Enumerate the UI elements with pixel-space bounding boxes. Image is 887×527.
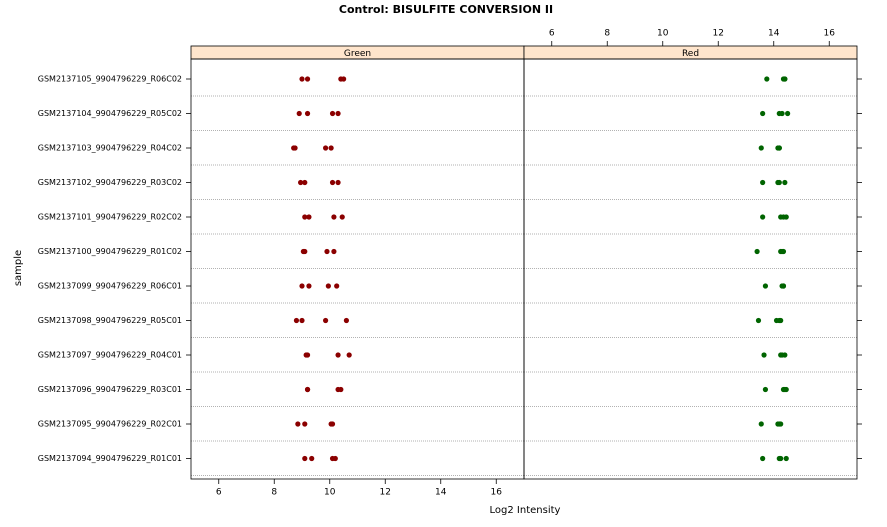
dot — [329, 110, 336, 117]
y-tick-label: GSM2137095_9904796229_R02C01 — [38, 420, 182, 429]
y-tick-label: GSM2137094_9904796229_R01C01 — [38, 454, 182, 463]
dot — [292, 145, 298, 151]
dot — [778, 455, 784, 462]
y-tick-label: GSM2137104_9904796229_R05C02 — [38, 109, 182, 118]
x-tick-label: 10 — [657, 29, 669, 39]
dot — [329, 179, 336, 186]
dot — [309, 455, 315, 462]
dot — [776, 145, 782, 151]
panel — [190, 58, 525, 480]
x-tick-label: 8 — [604, 29, 610, 39]
dot — [782, 76, 788, 82]
dot — [760, 214, 766, 220]
y-tick-label: GSM2137100_9904796229_R01C02 — [38, 247, 182, 256]
dot — [302, 179, 308, 186]
dot — [302, 455, 308, 462]
dot — [328, 145, 334, 151]
dot — [295, 421, 301, 427]
dot — [324, 248, 330, 255]
dot — [758, 145, 764, 151]
dot — [760, 179, 766, 186]
dot — [760, 110, 766, 117]
dot — [782, 352, 788, 358]
dot — [293, 317, 300, 324]
dot — [335, 110, 341, 117]
panel-name: Green — [344, 49, 371, 59]
dot — [335, 179, 341, 186]
dot — [776, 179, 782, 186]
y-tick-label: GSM2137103_9904796229_R04C02 — [38, 144, 182, 153]
dot — [783, 455, 789, 462]
dot — [782, 179, 788, 186]
dot — [778, 421, 784, 427]
dot — [304, 352, 311, 358]
dot — [334, 283, 340, 289]
x-tick-label: 14 — [768, 29, 780, 39]
dot — [302, 421, 308, 427]
x-tick-label: 16 — [824, 29, 836, 39]
dot — [754, 248, 760, 255]
dot — [783, 386, 789, 393]
y-tick-label: GSM2137105_9904796229_R06C02 — [38, 75, 182, 84]
dot — [341, 76, 347, 82]
dot — [780, 283, 787, 289]
dot — [332, 455, 338, 462]
x-tick-label: 12 — [713, 29, 724, 39]
dot — [764, 76, 770, 82]
y-tick-label: GSM2137098_9904796229_R05C01 — [38, 316, 182, 325]
dot — [779, 110, 785, 117]
dot — [302, 248, 308, 255]
dot — [304, 386, 311, 393]
dot — [322, 317, 329, 324]
x-axis-label: Log2 Intensity — [490, 505, 561, 516]
dot — [758, 421, 764, 427]
x-tick-label: 6 — [549, 29, 555, 39]
dot — [762, 386, 769, 393]
dot — [760, 455, 766, 462]
dot — [762, 283, 769, 289]
dot — [331, 214, 337, 220]
dot — [783, 214, 789, 220]
dot — [299, 283, 305, 289]
panel — [523, 58, 858, 480]
y-tick-label: GSM2137097_9904796229_R04C01 — [38, 351, 182, 360]
dot — [306, 214, 312, 220]
dot — [338, 386, 344, 393]
x-tick-label: 14 — [435, 488, 447, 498]
x-tick-label: 6 — [216, 488, 222, 498]
panel-name: Red — [682, 49, 699, 59]
x-tick-label: 8 — [271, 488, 277, 498]
dot — [296, 110, 302, 117]
dot — [299, 317, 305, 324]
dot — [778, 317, 784, 324]
dot — [304, 76, 311, 82]
dot — [302, 214, 308, 220]
dot — [325, 283, 331, 289]
dot — [298, 179, 304, 186]
dot — [331, 248, 337, 255]
y-tick-label: GSM2137101_9904796229_R02C02 — [38, 213, 182, 222]
dot — [761, 352, 767, 358]
dot — [343, 317, 349, 324]
dot — [299, 76, 305, 82]
dot — [322, 145, 329, 151]
x-tick-label: 12 — [380, 488, 391, 498]
dot — [339, 214, 345, 220]
x-tick-label: 10 — [324, 488, 336, 498]
dot — [304, 110, 311, 117]
y-tick-label: GSM2137099_9904796229_R06C01 — [38, 282, 182, 291]
dot — [780, 248, 787, 255]
dot — [346, 352, 352, 358]
y-tick-label: GSM2137102_9904796229_R03C02 — [38, 178, 182, 187]
chart-title: Control: BISULFITE CONVERSION II — [339, 3, 553, 16]
dot — [755, 317, 762, 324]
dot — [785, 110, 791, 117]
dot — [335, 352, 341, 358]
y-axis-label: sample — [13, 250, 24, 286]
dot — [306, 283, 312, 289]
x-tick-label: 16 — [491, 488, 503, 498]
dot — [329, 421, 336, 427]
y-tick-label: GSM2137096_9904796229_R03C01 — [38, 385, 182, 394]
